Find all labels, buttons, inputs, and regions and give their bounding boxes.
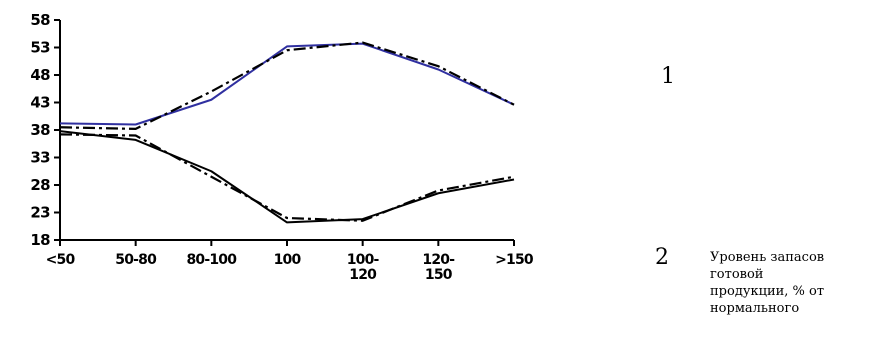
- x-tick-label: 50-80: [115, 252, 157, 268]
- x-tick-label: <50: [46, 252, 76, 268]
- y-tick-label: 58: [30, 11, 50, 29]
- y-tick-label: 53: [30, 39, 50, 57]
- x-tick-label: >150: [495, 252, 534, 268]
- x-axis-title: Уровень запасов готовой продукции, % от …: [710, 249, 887, 317]
- series-line-1: [59, 42, 515, 126]
- x-tick-label: 120-150: [422, 252, 455, 283]
- x-axis-title-line: Уровень запасов: [710, 250, 825, 265]
- y-tick-label: 18: [30, 231, 50, 249]
- x-tick-label: 100-120: [347, 252, 380, 283]
- x-axis-title-line: нормального: [710, 301, 800, 316]
- y-tick-label: 48: [30, 66, 50, 84]
- y-tick-label: 33: [30, 149, 50, 167]
- series-1-label: 1: [661, 64, 675, 89]
- x-tick-label: 100: [274, 252, 302, 268]
- y-tick-label: 43: [30, 94, 50, 112]
- series-line-4: [59, 133, 515, 222]
- series-line-2: [59, 41, 515, 130]
- y-tick-label: 38: [30, 121, 50, 139]
- x-axis-title-line: продукции, % от: [710, 284, 825, 299]
- y-tick-label: 23: [30, 204, 50, 222]
- series-line-3: [59, 130, 515, 224]
- x-axis-title-line: готовой: [710, 267, 764, 282]
- y-tick-label: 28: [30, 176, 50, 194]
- x-tick-label: 80-100: [186, 252, 237, 268]
- series-2-label: 2: [655, 245, 669, 270]
